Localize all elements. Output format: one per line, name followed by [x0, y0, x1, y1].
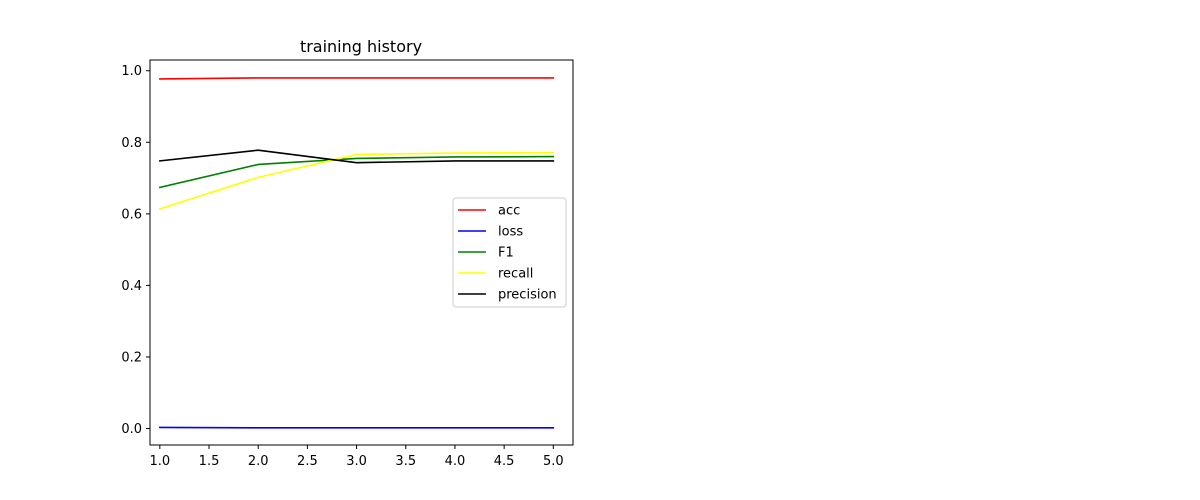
y-tick-label: 0.6 [121, 207, 142, 222]
legend-label-precision: precision [498, 288, 557, 303]
legend-label-f1: F1 [498, 246, 514, 261]
legend-label-loss: loss [498, 225, 523, 240]
series-line-f1 [158, 155, 555, 189]
legend-label-acc: acc [498, 204, 520, 219]
x-tick-label: 2.5 [297, 454, 318, 469]
x-tick-label: 2.0 [248, 454, 269, 469]
x-tick-label: 1.5 [199, 454, 220, 469]
y-tick-label: 0.0 [121, 422, 142, 437]
y-tick-label: 0.8 [121, 136, 142, 151]
x-tick-label: 4.5 [494, 454, 515, 469]
series-line-precision [158, 149, 555, 164]
series-line-acc [159, 77, 555, 80]
x-tick-label: 1.0 [149, 454, 170, 469]
series-line-recall [158, 151, 555, 210]
y-tick-label: 1.0 [121, 64, 142, 79]
legend-box [452, 197, 567, 308]
axes-frame [149, 59, 574, 446]
y-tick-label: 0.4 [121, 279, 142, 294]
x-tick-label: 3.0 [346, 454, 367, 469]
legend-label-recall: recall [498, 267, 533, 282]
axes: 1.0 1.5 2.0 2.5 3.0 3.5 4.0 4.5 5.0 0.0 0.2 0.4 0.6 0… [121, 59, 574, 469]
x-tick-label: 5.0 [543, 454, 564, 469]
legend: acc loss F1 recall precision [452, 197, 567, 308]
x-tick-label: 3.5 [395, 454, 416, 469]
y-tick-label: 0.2 [121, 350, 142, 365]
plot-area [158, 77, 555, 429]
chart-title: training history [300, 37, 422, 56]
x-tick-label: 4.0 [445, 454, 466, 469]
